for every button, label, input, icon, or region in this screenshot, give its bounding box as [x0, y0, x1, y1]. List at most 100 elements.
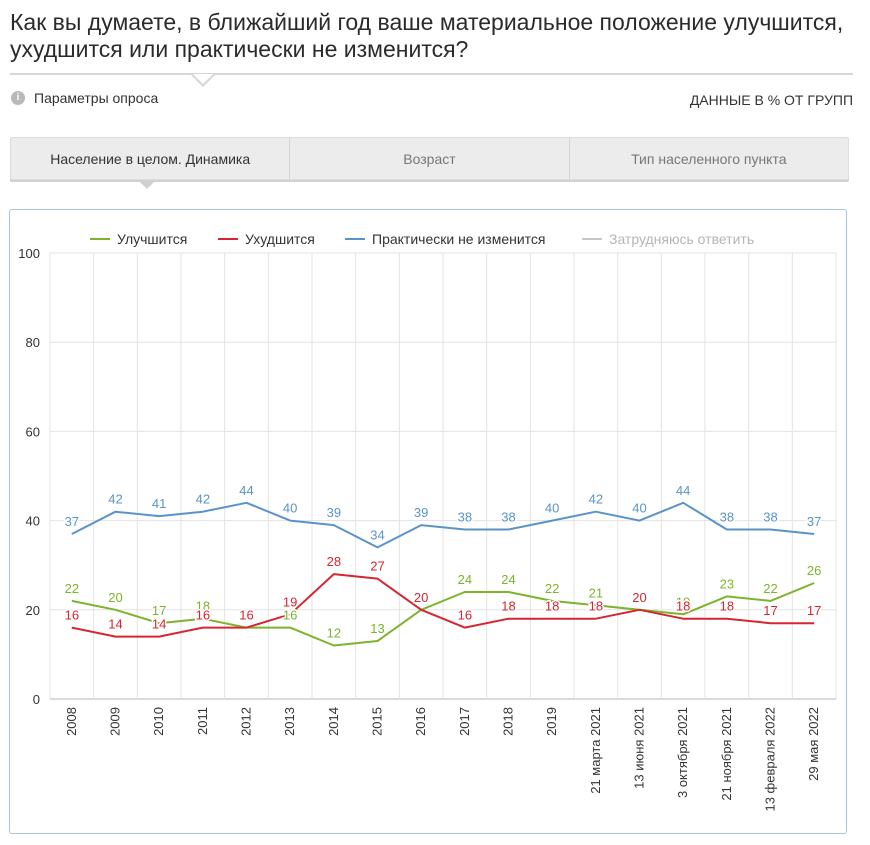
data-label: 19: [676, 594, 690, 609]
data-label: 20: [108, 590, 122, 605]
series-line: [71, 501, 815, 549]
data-label: 22: [545, 581, 559, 596]
data-label: 16: [283, 608, 297, 623]
legend-label: Практически не изменится: [372, 231, 546, 247]
data-label: 24: [458, 572, 472, 587]
data-label: 18: [720, 599, 734, 614]
chart-container: 0 20 40 60 80 100 2008 2009 2010 2011 2012 2013 2014…: [9, 209, 847, 834]
legend-label: Улучшится: [117, 231, 187, 247]
data-label: 20: [632, 590, 646, 605]
data-label: 13: [370, 621, 384, 636]
data-label: 17: [763, 603, 777, 618]
data-label: 40: [632, 501, 646, 516]
data-label: 19: [283, 594, 297, 609]
data-label: 40: [545, 501, 559, 516]
x-tick-label: 2018: [501, 707, 516, 736]
data-label: 18: [589, 599, 603, 614]
data-label: 42: [589, 492, 603, 507]
title-divider: [10, 73, 853, 75]
active-tab-pointer: [138, 180, 156, 189]
y-tick-label: 80: [26, 335, 40, 350]
data-label: 39: [327, 505, 341, 520]
data-label: 20: [414, 590, 428, 605]
info-icon: i: [11, 91, 25, 105]
series-line: [71, 582, 815, 647]
data-label: 17: [152, 603, 166, 618]
tab-population-dynamics[interactable]: Население в целом. Динамика: [50, 150, 251, 167]
legend-label: Затрудняюсь ответить: [609, 231, 754, 247]
data-label: 16: [458, 608, 472, 623]
x-tick-label: 2008: [64, 707, 79, 736]
data-label: 16: [65, 608, 79, 623]
data-label: 20: [632, 590, 646, 605]
x-tick-label: 2016: [413, 707, 428, 736]
x-tick-label: 2013: [282, 707, 297, 736]
x-tick-label: 13 июня 2021: [632, 707, 647, 789]
x-tick-label: 3 октября 2021: [675, 707, 690, 798]
x-tick-label: 21 марта 2021: [588, 707, 603, 794]
data-label: 28: [327, 554, 341, 569]
x-tick-label: 21 ноября 2021: [719, 707, 734, 801]
y-tick-label: 20: [26, 603, 40, 618]
y-tick-label: 0: [33, 692, 40, 707]
tab-age[interactable]: Возраст: [289, 138, 568, 179]
data-label: 40: [283, 501, 297, 516]
x-tick-label: 2015: [370, 707, 385, 736]
x-tick-label: 2017: [457, 707, 472, 736]
data-label: 16: [239, 608, 253, 623]
data-label: 16: [196, 608, 210, 623]
data-label: 16: [239, 608, 253, 623]
x-tick-label: 2009: [108, 707, 123, 736]
data-label: 34: [370, 527, 384, 542]
data-label: 14: [108, 617, 122, 632]
legend-item[interactable]: Ухудшится: [218, 231, 315, 247]
data-label: 14: [152, 617, 166, 632]
x-tick-label: 13 февраля 2022: [763, 707, 778, 812]
x-tick-label: 2012: [239, 707, 254, 736]
x-tick-label: 2011: [195, 707, 210, 735]
data-label: 17: [807, 603, 821, 618]
data-label: 37: [807, 514, 821, 529]
data-label: 42: [108, 492, 122, 507]
survey-params-toggle[interactable]: i Параметры опроса: [11, 90, 158, 106]
y-tick-label: 100: [18, 246, 40, 261]
data-label: 37: [65, 514, 79, 529]
data-label: 26: [807, 563, 821, 578]
data-label: 12: [327, 625, 341, 640]
data-label: 18: [196, 599, 210, 614]
y-tick-label: 40: [26, 514, 40, 529]
data-label: 24: [501, 572, 515, 587]
data-label: 38: [458, 510, 472, 525]
legend-item[interactable]: Практически не изменится: [345, 231, 546, 247]
legend-item[interactable]: Затрудняюсь ответить: [582, 231, 754, 247]
data-label: 27: [370, 559, 384, 574]
legend-label: Ухудшится: [245, 231, 315, 247]
data-label: 20: [414, 590, 428, 605]
x-tick-label: 2014: [326, 707, 341, 736]
x-tick-label: 2010: [151, 707, 166, 736]
data-label: 22: [763, 581, 777, 596]
data-label: 18: [545, 599, 559, 614]
data-label: 38: [501, 510, 515, 525]
tab-settlement-type[interactable]: Тип населенного пункта: [568, 138, 848, 179]
data-label: 44: [676, 483, 690, 498]
series-line: [71, 573, 815, 638]
legend-item[interactable]: Улучшится: [90, 231, 187, 247]
x-tick-label: 29 мая 2022: [806, 707, 821, 781]
data-label: 18: [501, 599, 515, 614]
data-label: 38: [720, 510, 734, 525]
title-divider-notch: [186, 74, 216, 98]
data-label: 39: [414, 505, 428, 520]
data-label: 44: [239, 483, 253, 498]
group-tabs: Население в целом. Динамика Возраст Тип …: [10, 137, 849, 180]
data-label: 21: [589, 585, 603, 600]
units-label: ДАННЫЕ В % ОТ ГРУПП: [689, 92, 853, 108]
data-label: 42: [196, 492, 210, 507]
y-tick-label: 60: [26, 424, 40, 439]
x-tick-label: 2019: [544, 707, 559, 736]
data-label: 23: [720, 576, 734, 591]
data-label: 22: [65, 581, 79, 596]
data-label: 18: [676, 599, 690, 614]
data-label: 38: [763, 510, 777, 525]
